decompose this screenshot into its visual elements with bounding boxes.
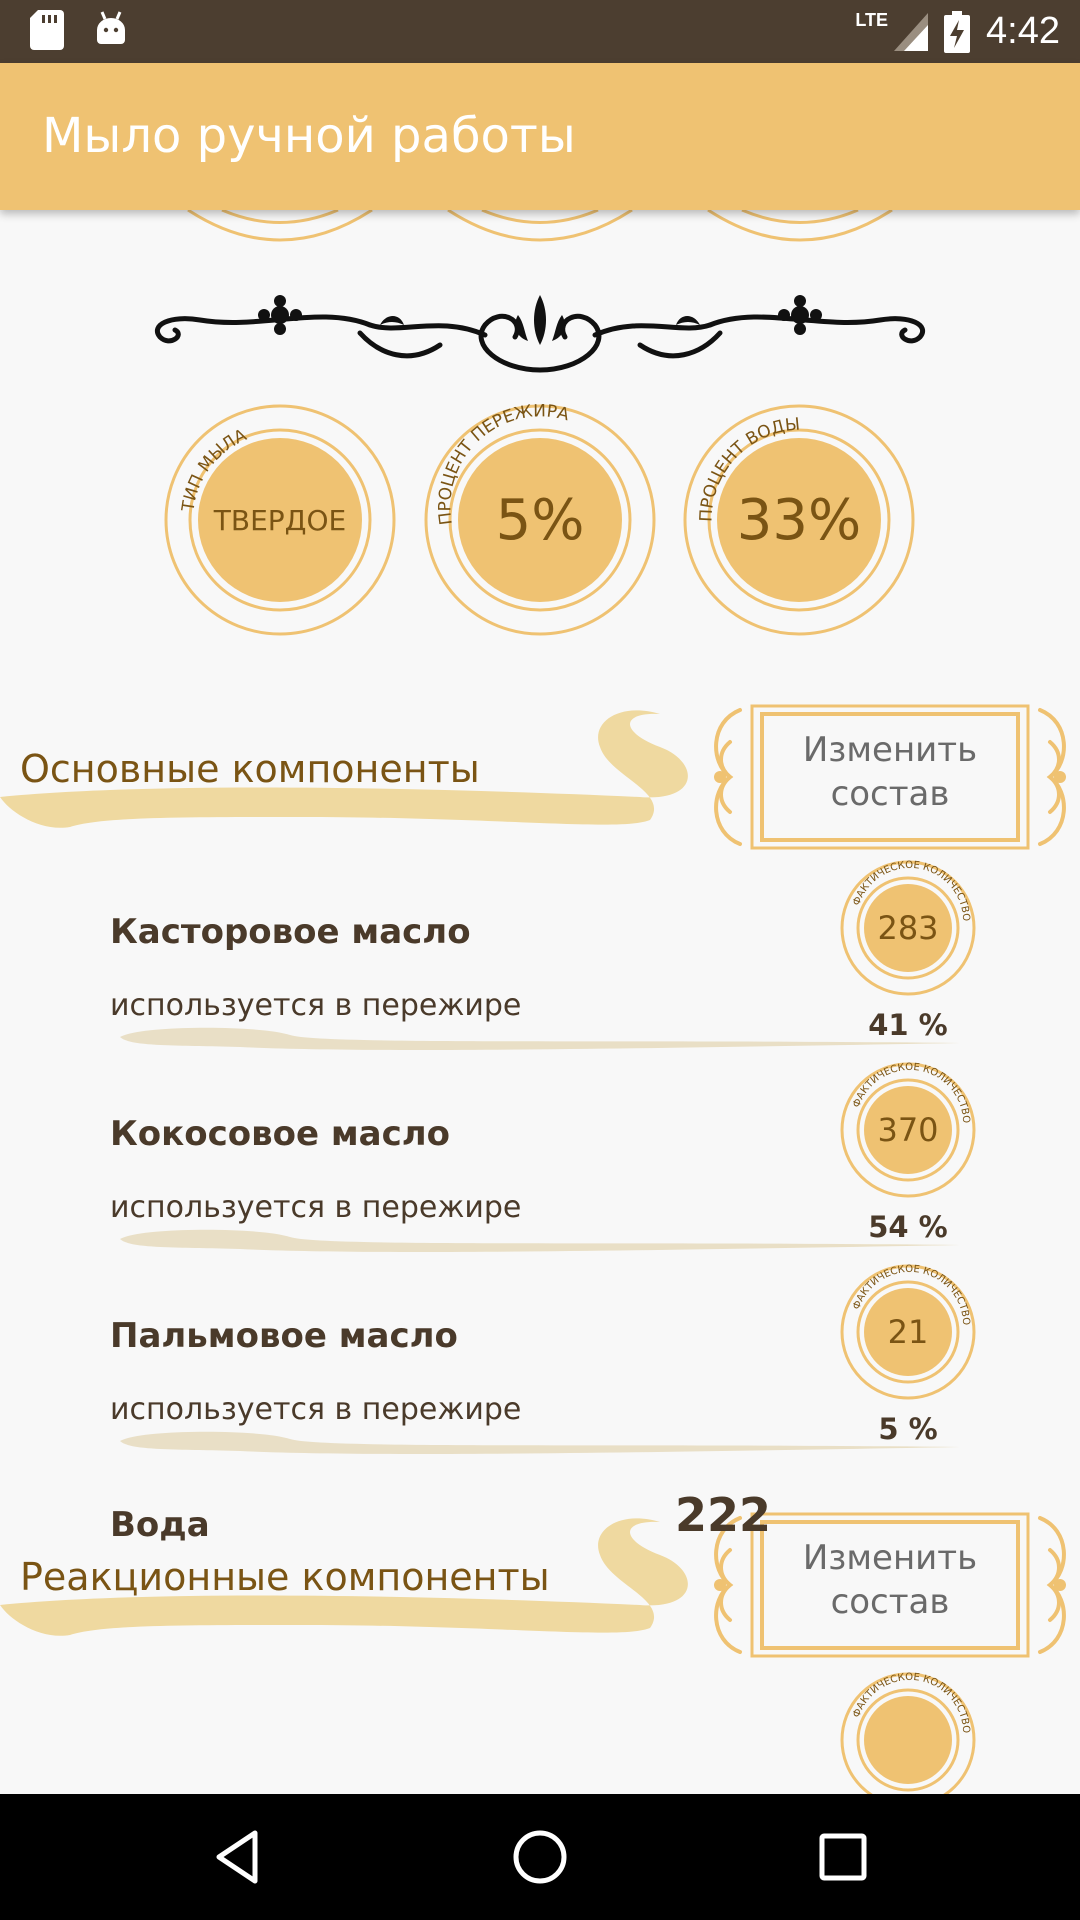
row-swash-decoration	[120, 1431, 960, 1454]
soap-type-indicator: ТИП МЫЛА ТВЕРДОЕ	[163, 403, 397, 637]
row-swash-decoration	[120, 1027, 960, 1050]
stat-value: 33%	[736, 487, 862, 553]
superfat-percent-indicator: ПРОЦЕНТ ПЕРЕЖИРА 5%	[423, 403, 657, 637]
stat-value: 5%	[495, 487, 585, 553]
navigation-bar	[0, 1794, 1080, 1920]
actual-amount: 370	[877, 1111, 939, 1149]
scroll-content[interactable]: ТИП МЫЛА ТВЕРДОЕ ПРОЦЕНТ ПЕРЕЖИРА 5% ПРО…	[0, 210, 1080, 1794]
badge-frame: ФАКТИЧЕСКОЕ КОЛИЧЕСТВО	[840, 1264, 976, 1400]
back-icon[interactable]	[207, 1827, 267, 1887]
badge-frame: ФАКТИЧЕСКОЕ КОЛИЧЕСТВО	[840, 1672, 976, 1794]
change-composition-button[interactable]: Изменить состав	[700, 702, 1080, 852]
ingredient-name: Касторовое масло	[110, 912, 471, 952]
stat-circle-frame: ПРОЦЕНТ ПЕРЕЖИРА	[424, 403, 656, 636]
actual-amount-badge: ФАКТИЧЕСКОЕ КОЛИЧЕСТВО	[840, 1672, 976, 1794]
ingredient-note: используется в пережире	[110, 1190, 522, 1225]
network-type: LTE	[855, 10, 889, 30]
ingredient-name: Кокосовое масло	[110, 1114, 451, 1154]
change-composition-button[interactable]: Изменить состав	[700, 1510, 1080, 1660]
clock: 4:42	[986, 10, 1060, 52]
ingredient-row[interactable]: Касторовое масло используется в пережире…	[0, 860, 1080, 1060]
android-icon	[97, 11, 125, 44]
actual-amount: 21	[887, 1313, 929, 1351]
main-components-header: Основные компоненты Изменить состав	[0, 702, 1080, 862]
scrolled-circles-rim	[187, 210, 893, 242]
status-bar: LTE 4:42	[0, 0, 1080, 63]
stat-value: ТВЕРДОЕ	[213, 503, 347, 537]
actual-amount-badge: ФАКТИЧЕСКОЕ КОЛИЧЕСТВО 370	[840, 1062, 976, 1198]
stat-circle-frame: ПРОЦЕНТ ВОДЫ	[683, 404, 915, 636]
sd-card-icon	[30, 10, 64, 50]
badge-frame: ФАКТИЧЕСКОЕ КОЛИЧЕСТВО	[840, 1062, 976, 1198]
button-frame	[714, 1512, 1066, 1658]
ingredient-name: Пальмовое масло	[110, 1316, 458, 1356]
water-percent-indicator: ПРОЦЕНТ ВОДЫ 33%	[682, 403, 916, 637]
button-label: Изменить состав	[802, 1538, 978, 1622]
ingredient-percent: 5 %	[878, 1412, 938, 1446]
section-swash-decoration	[0, 1518, 688, 1636]
actual-amount-badge: ФАКТИЧЕСКОЕ КОЛИЧЕСТВО 21	[840, 1264, 976, 1400]
stat-circle-frame: ТИП МЫЛА	[164, 404, 396, 636]
reaction-components-header: Реакционные компоненты Изменить состав	[0, 1510, 1080, 1670]
section-title: Основные компоненты	[20, 747, 480, 791]
section-title: Реакционные компоненты	[20, 1555, 550, 1599]
badge-frame: ФАКТИЧЕСКОЕ КОЛИЧЕСТВО	[840, 860, 976, 996]
ingredient-percent: 54 %	[868, 1210, 948, 1244]
app-title: Мыло ручной работы	[42, 108, 576, 164]
home-icon[interactable]	[510, 1827, 570, 1887]
ingredient-name: Вода	[110, 1505, 210, 1545]
ingredient-row[interactable]: Пальмовое масло используется в пережире …	[0, 1264, 1080, 1464]
button-frame	[714, 704, 1066, 850]
ingredient-note: используется в пережире	[110, 988, 522, 1023]
actual-amount: 283	[877, 909, 939, 947]
ingredient-row[interactable]: Кокосовое масло используется в пережире …	[0, 1062, 1080, 1262]
button-label: Изменить состав	[802, 730, 978, 814]
ingredient-amount: 222	[675, 1488, 772, 1542]
recent-apps-icon[interactable]	[813, 1827, 873, 1887]
row-swash-decoration	[120, 1229, 960, 1252]
actual-amount-badge: ФАКТИЧЕСКОЕ КОЛИЧЕСТВО 283	[840, 860, 976, 996]
battery-charging-icon	[944, 10, 971, 53]
decorative-ornament-icon	[155, 295, 925, 373]
ingredient-percent: 41 %	[868, 1008, 948, 1042]
ingredient-note: используется в пережире	[110, 1392, 522, 1427]
section-swash-decoration	[0, 710, 688, 828]
signal-icon	[894, 12, 929, 51]
app-bar: Мыло ручной работы	[0, 63, 1080, 210]
